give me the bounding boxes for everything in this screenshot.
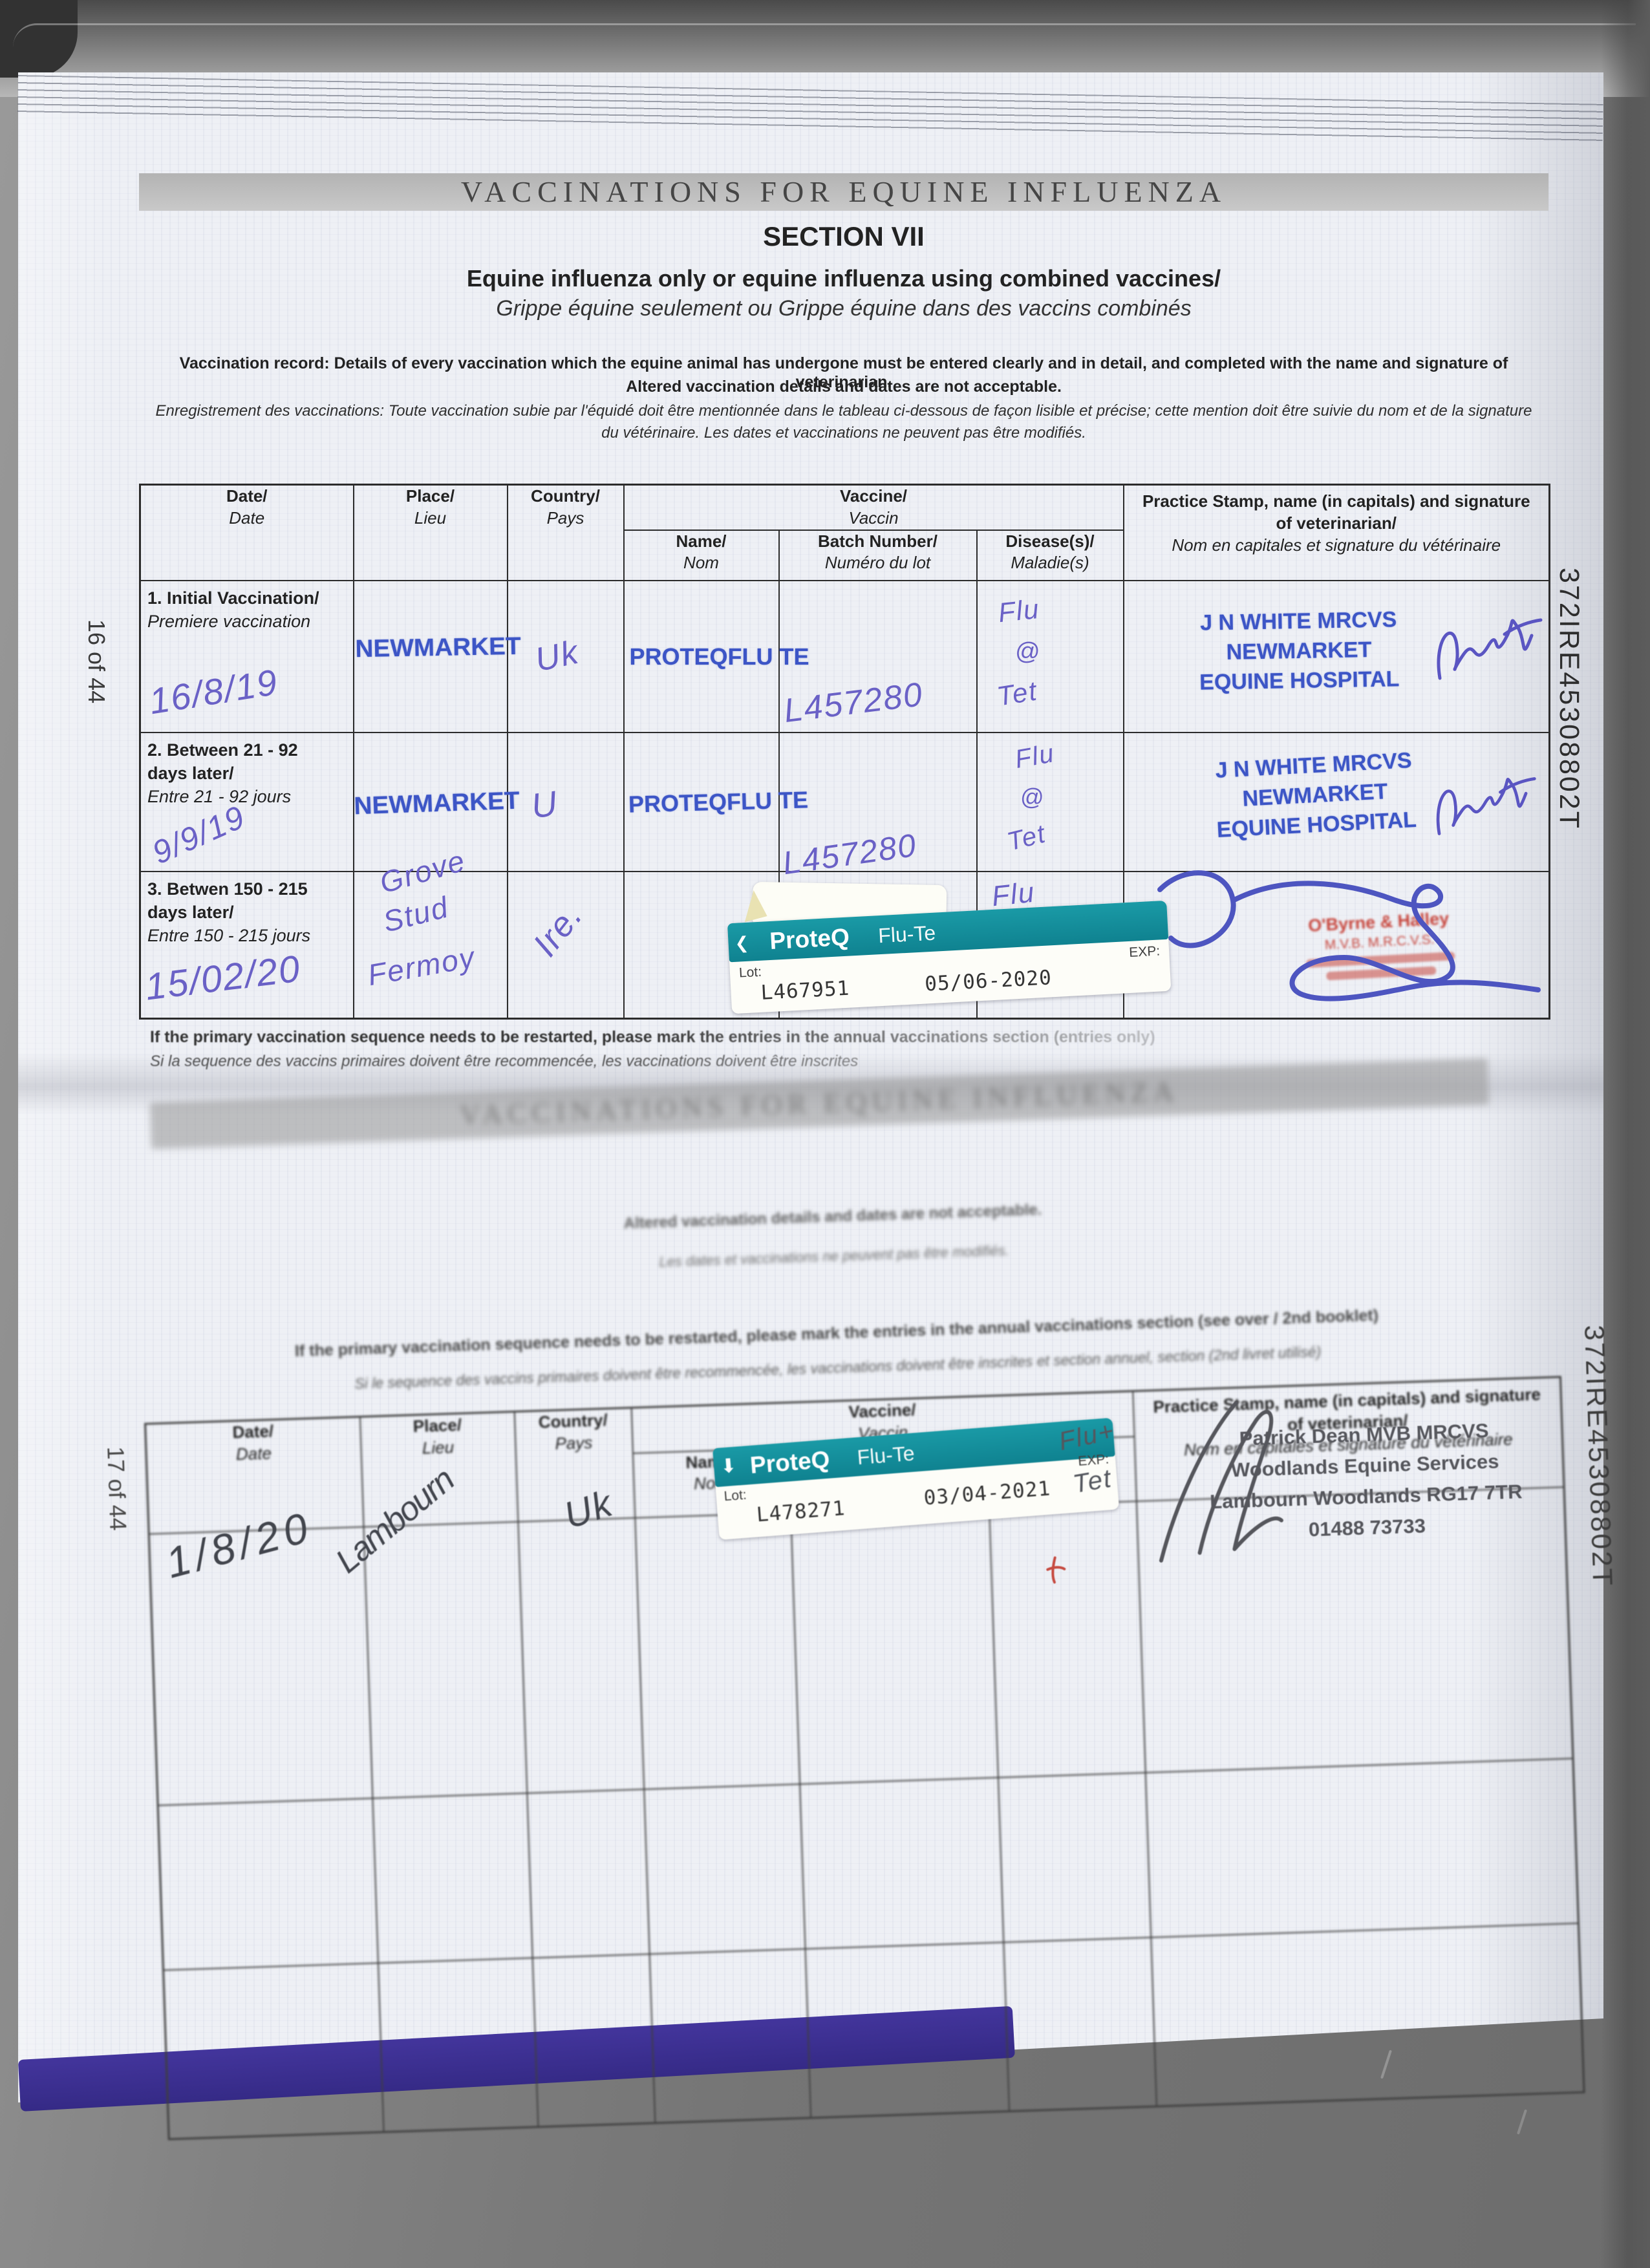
handwritten-disease: Tet [994,674,1040,712]
section-banner: VACCINATIONS FOR EQUINE INFLUENZA [139,173,1548,211]
cell-practice-stamp: J N WHITE MRCVS NEWMARKET EQUINE HOSPITAL [1122,731,1550,872]
sticker-lot-label: Lot: [738,964,762,981]
handwritten-disease: Flu [996,593,1042,628]
sticker-lot-number: L478271 [755,1496,846,1527]
cell-date: 2. Between 21 - 92 days later/Entre 21 - … [139,731,354,872]
handwritten-date: 15/02/20 [142,947,303,1009]
cell-vaccine-name: PROTEQFLU TE [623,731,808,872]
cell-practice-stamp: O'Byrne & Halley M.V.B. M.R.C.V.S. [1122,870,1550,1020]
handwritten-disease: @ [1020,783,1045,810]
col-header-disease: Disease(s)/Maladie(s) [976,529,1124,581]
red-ink-mark [1046,1556,1066,1584]
handwritten-disease: @ [1014,637,1042,665]
cell-country: Uk [506,579,625,733]
page-number-lower: 17 of 44 [102,1446,132,1532]
col-header-name: Name/Nom [623,529,780,581]
sticker-variant: Flu-Te [877,921,937,948]
handwritten-disease: Tet [1003,818,1049,857]
handwritten-batch: L457280 [781,675,925,730]
vaccination-row-2: 2. Between 21 - 92 days later/Entre 21 - … [139,731,1550,881]
sticker-expiry: 05/06-2020 [924,966,1053,996]
col-header-stamp: Practice Stamp, name (in capitals) and s… [1122,484,1550,581]
veterinarian-signature [1159,1400,1283,1563]
col-header-date: Date/Date [139,484,354,581]
col-header-vaccine: Vaccine/Vaccin [623,484,1124,531]
cell-date: 3. Betwen 150 - 215 days later/Entre 150 … [139,870,354,1020]
document-code: 372IRE45308802T [1554,568,1585,831]
cell-batch: L457280 [778,579,978,733]
handwritten-country: Uk [531,633,583,679]
subtitle-en: Equine influenza only or equine influenz… [466,265,1221,292]
notice-fr-2: du vétérinaire. Les dates et vaccination… [601,424,1086,442]
vaccination-row-1: 1. Initial Vaccination/Premiere vaccinat… [139,579,1550,733]
cell-place: NEWMARKET [352,731,520,872]
sticker-brand: ProteQ [749,1446,831,1479]
subtitle-fr: Grippe équine seulement ou Grippe équine… [496,296,1192,321]
sticker-chevron-icon: ❮ [734,932,750,953]
sticker-brand: ProteQ [769,923,850,954]
cell-country: U [506,731,625,872]
notice-fr-1: Enregistrement des vaccinations: Toute v… [155,402,1532,420]
sticker-variant: Flu-Te [856,1441,916,1470]
handwritten-place: Fermoy [365,939,478,992]
cell-country: Ire. [506,870,625,1020]
sticker-lot-label: Lot: [723,1487,747,1504]
practice-stamp-lower: Patrick Dean MVB MRCVS Woodlands Equine … [1209,1418,1523,1541]
notice-en-2: Altered vaccination details and dates ar… [626,378,1062,396]
handwritten-country: U [528,784,561,826]
veterinarian-signature [1436,776,1536,835]
cell-practice-stamp: J N WHITE MRCVS NEWMARKET EQUINE HOSPITAL [1122,579,1550,733]
veterinarian-signature-large [1157,870,1541,1001]
cell-batch: L457280 [778,731,978,881]
place-stamp: NEWMARKET [353,787,520,820]
cell-disease: Flu @ Tet [976,731,1124,872]
page-number: 16 of 44 [83,619,110,704]
scanner-glint [1516,2109,1528,2135]
cell-place: NEWMARKET [352,579,521,733]
lower-page-ink: 17 of 44 372IRE45308802T 1/8/20 Lambourn… [58,1022,1631,2120]
practice-stamp: J N WHITE MRCVS NEWMARKET EQUINE HOSPITAL [1214,747,1417,842]
sticker-expiry: 03/04-2021 [923,1477,1052,1510]
section-number: SECTION VII [763,221,925,251]
footnote-en: If the primary vaccination sequence need… [150,1028,1155,1046]
cell-vaccine-name: PROTEQFLU TE [623,579,809,733]
place-stamp: NEWMARKET [354,632,521,663]
scanner-right-edge [1601,0,1650,2268]
handwritten-date: 16/8/19 [146,661,281,722]
sticker-lot-number: L467951 [760,976,851,1005]
handwritten-country: Uk [559,1482,618,1537]
sleeve-highlight [13,23,1636,47]
col-header-place: Place/Lieu [352,484,508,581]
cell-place: Grove Stud Fermoy [352,843,508,1020]
handwritten-disease: Flu [1012,738,1057,774]
sticker-exp-label: EXP: [1128,943,1161,960]
vaccination-table: Date/Date Place/Lieu Country/Pays Vaccin… [139,484,1550,1020]
col-header-country: Country/Pays [506,484,625,581]
footnote-fr: Si la sequence des vaccins primaires doi… [150,1053,1547,1071]
handwritten-date: 1/8/20 [160,1502,318,1587]
sticker-arrow-icon: ⬇ [719,1455,738,1478]
practice-stamp: J N WHITE MRCVS NEWMARKET EQUINE HOSPITAL [1199,606,1400,695]
notice-en-1: Vaccination record: Details of every vac… [179,354,1508,391]
cell-disease: Flu @ Tet [976,579,1124,733]
cell-date: 1. Initial Vaccination/Premiere vaccinat… [139,579,354,733]
col-header-batch: Batch Number/Numéro du lot [778,529,978,581]
handwritten-place: Lambourn [328,1461,462,1581]
veterinarian-signature [1436,618,1542,680]
handwritten-country: Ire. [525,895,590,963]
